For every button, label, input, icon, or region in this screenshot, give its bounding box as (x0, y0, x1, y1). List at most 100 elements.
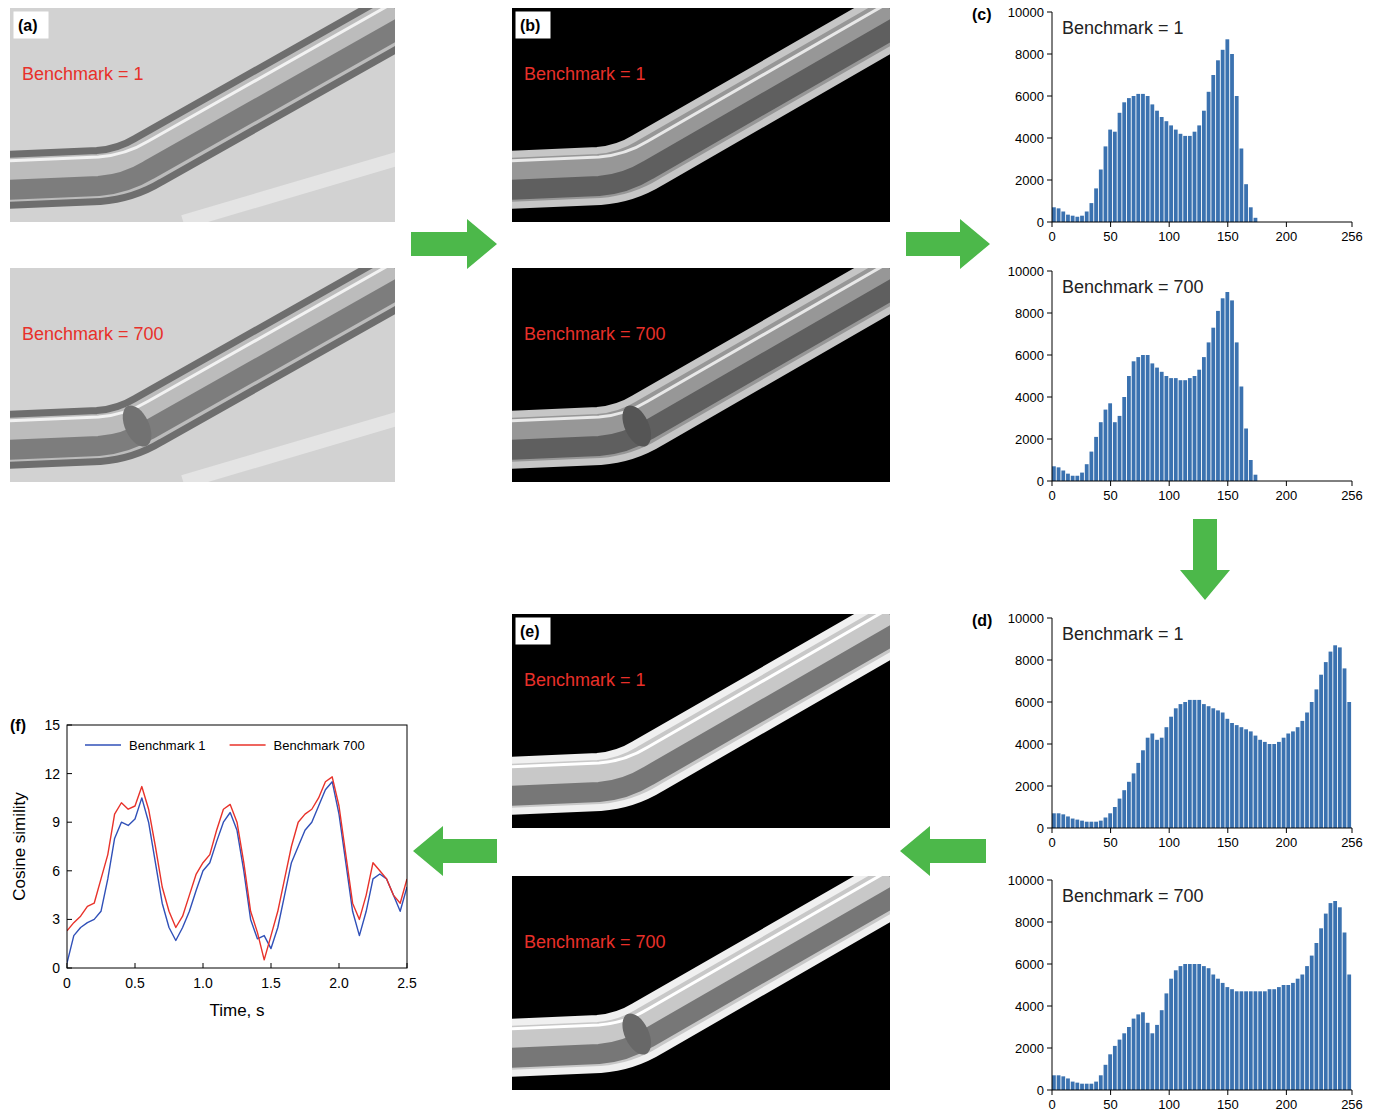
histogram-bar (1300, 721, 1304, 828)
image-layer (512, 614, 890, 828)
pipe-reflection (183, 418, 395, 482)
y-tick (1047, 180, 1052, 181)
histogram-bar (1160, 117, 1164, 222)
y-tick-label: 6000 (1015, 348, 1044, 363)
histogram-bar (1268, 744, 1272, 828)
histogram-bar (1296, 979, 1300, 1090)
histogram-bar (1155, 740, 1159, 828)
histogram-bar (1319, 928, 1323, 1090)
pipe-wall (10, 18, 395, 180)
chart-title: Benchmark = 700 (1062, 886, 1204, 906)
chart-title: Benchmark = 700 (1062, 277, 1204, 297)
histogram-bar (1099, 170, 1103, 223)
y-tick-label: 2000 (1015, 779, 1044, 794)
y-tick (1047, 96, 1052, 97)
histogram-bar (1183, 380, 1187, 481)
histogram-bar (1080, 1084, 1084, 1090)
image-content (10, 268, 395, 482)
panel-letter-box (14, 12, 48, 38)
image-content (10, 8, 395, 222)
x-tick-label: 50 (1103, 835, 1117, 850)
x-tick (1169, 481, 1170, 486)
line-chart: 0369121500.51.01.52.02.5Time, sCosine si… (10, 717, 417, 1020)
x-tick (1286, 222, 1287, 227)
slug-front (617, 401, 657, 451)
y-tick (1047, 397, 1052, 398)
histogram-bar (1244, 729, 1248, 828)
x-tick-label: 2.5 (397, 975, 417, 991)
histogram-bar (1347, 975, 1351, 1091)
histogram-bar (1141, 355, 1145, 481)
histogram-bar (1075, 476, 1079, 481)
flow-arrow (411, 219, 497, 269)
y-tick-label: 3 (52, 911, 60, 927)
x-tick-label: 256 (1341, 229, 1363, 244)
histogram-bar (1258, 991, 1262, 1090)
histogram-bar (1225, 987, 1229, 1090)
image-label: Benchmark = 1 (22, 64, 144, 84)
histogram-bar (1179, 380, 1183, 481)
histogram-bar (1216, 710, 1220, 828)
histogram-bar (1202, 966, 1206, 1090)
x-tick (203, 963, 204, 968)
legend-swatch (230, 744, 266, 745)
pipe-inner (10, 18, 395, 180)
y-tick (1047, 1090, 1052, 1091)
x-tick-label: 1.5 (261, 975, 281, 991)
x-tick (1052, 1090, 1053, 1095)
histogram-bar (1075, 217, 1079, 222)
histogram-bar (1329, 903, 1333, 1090)
histogram-bar (1183, 702, 1187, 828)
y-tick (1047, 313, 1052, 314)
histogram-bar (1216, 311, 1220, 481)
histogram-bar (1319, 675, 1323, 828)
image-layer (512, 8, 890, 222)
histogram-bar (1174, 378, 1178, 481)
histogram-bar (1286, 985, 1290, 1090)
y-tick-label: 0 (52, 960, 60, 976)
histogram-bar (1169, 125, 1173, 222)
histogram-bar (1136, 94, 1140, 222)
slug-front (617, 1009, 657, 1059)
histogram-bar (1207, 342, 1211, 481)
histogram-bar (1188, 964, 1192, 1090)
x-tick (1169, 1090, 1170, 1095)
histogram-bar (1122, 790, 1126, 828)
histogram-bar (1085, 464, 1089, 481)
histogram-bar (1179, 134, 1183, 222)
histogram-bar (1066, 215, 1070, 222)
y-tick (1047, 828, 1052, 829)
panel-letter: (b) (520, 17, 540, 34)
histogram-bar (1141, 94, 1145, 222)
histogram-bar (1347, 702, 1351, 828)
x-tick (1110, 828, 1111, 833)
y-tick (1047, 964, 1052, 965)
histogram-bar (1061, 1076, 1065, 1090)
histogram-bar (1136, 1014, 1140, 1090)
histogram-bar (1235, 725, 1239, 828)
x-tick (1352, 481, 1353, 486)
histogram-bar (1249, 207, 1253, 222)
y-axis (1052, 880, 1053, 1090)
histogram: 0200040006000800010000050100150200256Ben… (1008, 264, 1363, 504)
x-tick (67, 963, 68, 968)
histogram-bar (1150, 104, 1154, 222)
panel-letter: (d) (972, 612, 992, 629)
y-tick (1047, 922, 1052, 923)
panel-letter: (c) (972, 6, 992, 23)
x-tick (1286, 828, 1287, 833)
x-tick (1169, 222, 1170, 227)
pipe-wall (512, 18, 890, 180)
pipe-inner (512, 278, 890, 440)
histogram-bar (1338, 907, 1342, 1090)
histogram-bar (1136, 763, 1140, 828)
histogram-bar (1057, 467, 1061, 481)
y-tick-label: 8000 (1015, 47, 1044, 62)
x-tick-label: 256 (1341, 1097, 1363, 1112)
histogram-bar (1254, 991, 1258, 1090)
histogram-bar (1075, 820, 1079, 828)
legend: Benchmark 1Benchmark 700 (85, 738, 365, 753)
histogram-bar (1207, 706, 1211, 828)
histogram-bar (1305, 966, 1309, 1090)
image-content (512, 614, 890, 828)
